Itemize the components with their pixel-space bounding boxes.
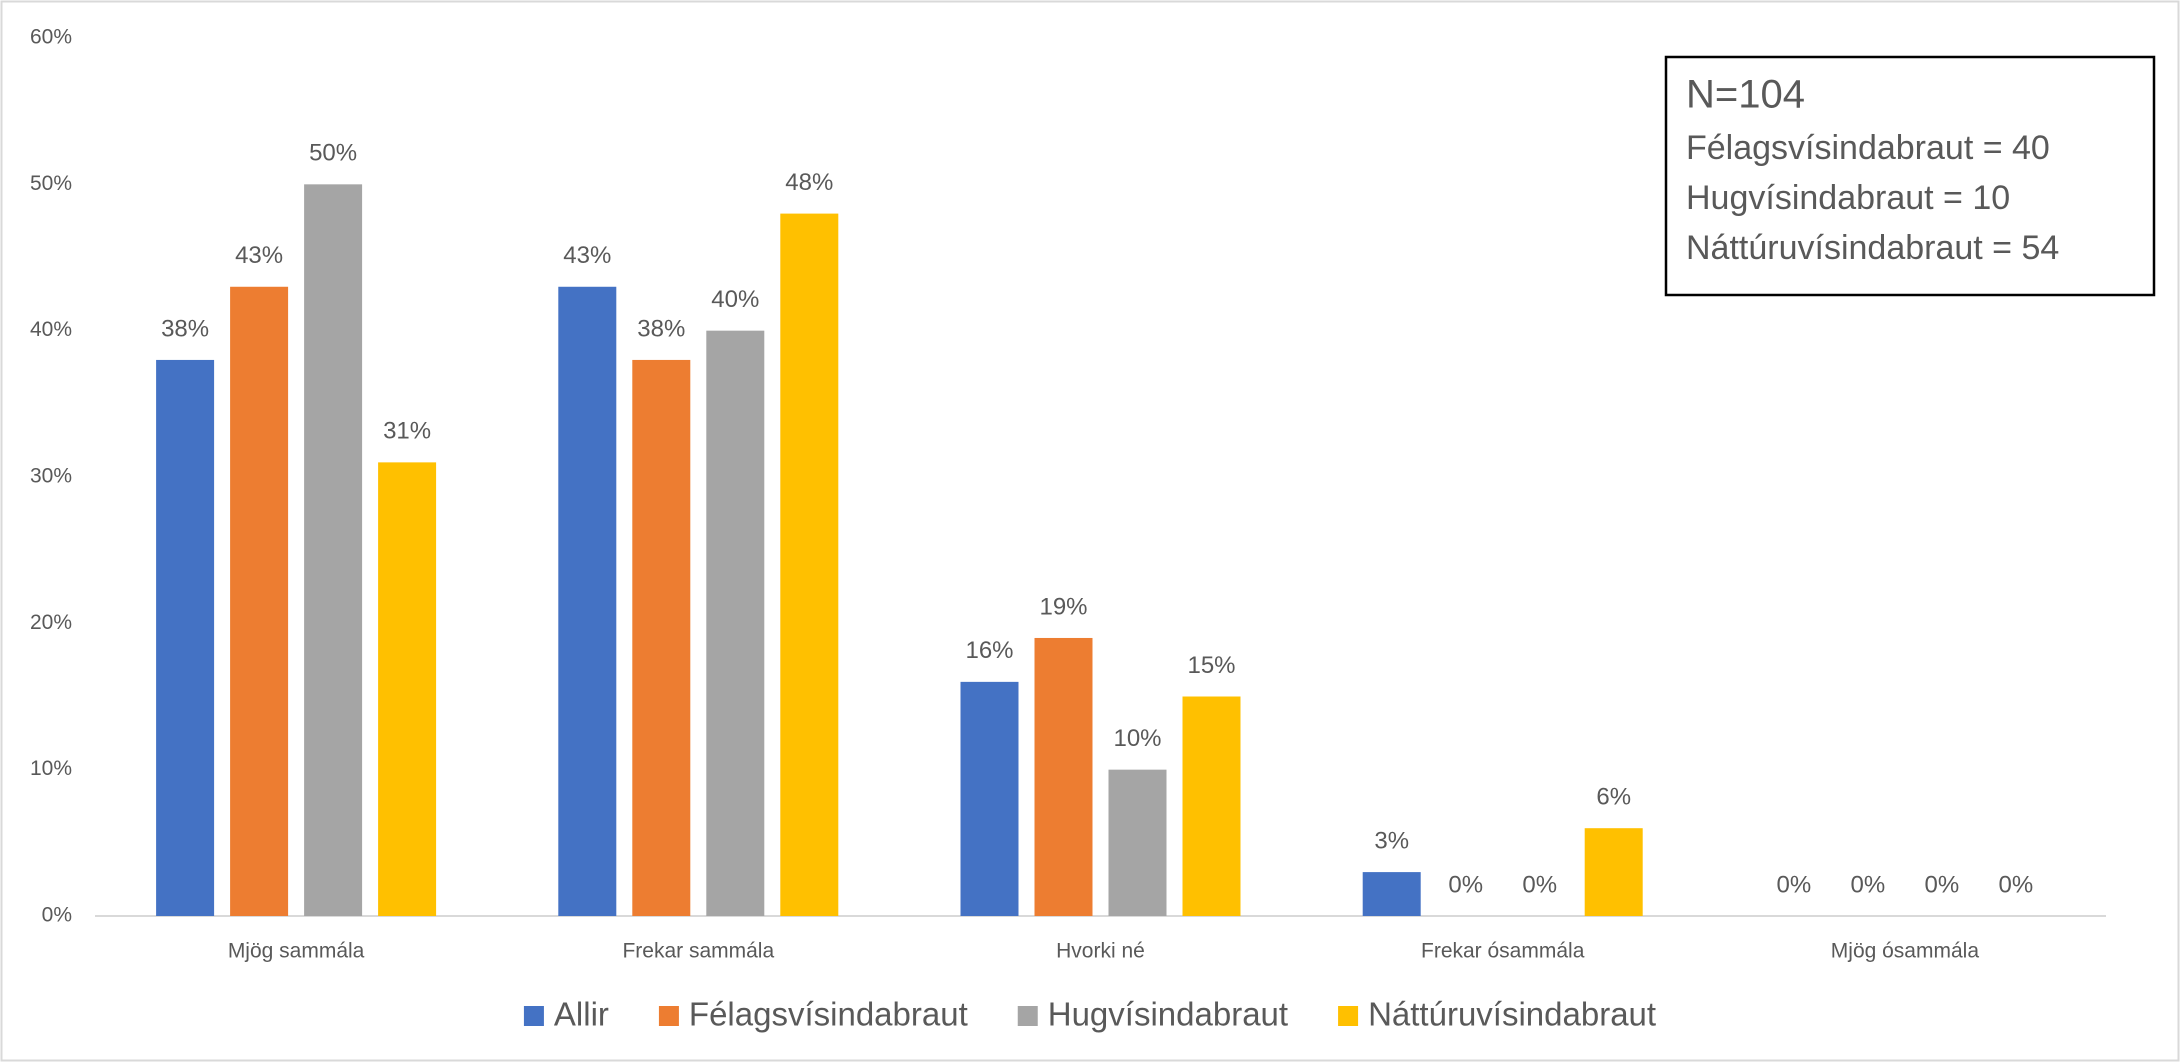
data-label: 10% <box>1113 725 1161 752</box>
bar <box>1034 637 1093 916</box>
annotation-box <box>1664 55 2156 297</box>
bar <box>1182 696 1241 916</box>
data-label: 38% <box>161 315 209 342</box>
data-label: 0% <box>1448 871 1483 898</box>
y-tick-label: 10% <box>30 757 72 780</box>
bar <box>780 213 839 917</box>
x-tick-label: Frekar sammála <box>622 940 774 963</box>
y-tick-label: 20% <box>30 611 72 634</box>
bar <box>960 681 1019 916</box>
annotation: Félagsvísindabraut = 40 <box>1686 129 2050 167</box>
bar <box>156 359 215 916</box>
bar <box>558 286 617 916</box>
annotation: N=104 <box>1686 73 1805 117</box>
x-tick-label: Frekar ósammála <box>1421 940 1585 963</box>
bar <box>304 184 363 917</box>
y-tick-label: 60% <box>30 26 72 49</box>
bar <box>706 330 765 917</box>
x-tick-label: Hvorki né <box>1056 940 1145 963</box>
data-label: 40% <box>711 286 759 313</box>
x-tick-label: Mjög ósammála <box>1831 940 1980 963</box>
y-tick-label: 30% <box>30 465 72 488</box>
x-tick-label: Mjög sammála <box>228 940 365 963</box>
data-label: 0% <box>1851 871 1886 898</box>
legend-label: Náttúruvísindabraut <box>1368 996 1656 1033</box>
data-label: 6% <box>1596 784 1631 811</box>
data-label: 0% <box>1522 871 1557 898</box>
bar <box>378 462 437 916</box>
data-label: 43% <box>235 242 283 269</box>
annotation: Náttúruvísindabraut = 54 <box>1686 229 2059 267</box>
legend-label: Hugvísindabraut <box>1048 996 1288 1033</box>
data-label: 43% <box>563 242 611 269</box>
y-tick-label: 0% <box>42 904 72 927</box>
bar <box>1584 828 1643 916</box>
legend-swatch <box>1338 1006 1359 1026</box>
legend-swatch <box>1017 1006 1038 1026</box>
y-tick-label: 50% <box>30 172 72 195</box>
bar <box>632 359 691 916</box>
legend-swatch <box>658 1006 679 1026</box>
data-label: 38% <box>637 315 685 342</box>
annotation: Hugvísindabraut = 10 <box>1686 179 2010 217</box>
bar <box>1362 872 1421 916</box>
legend-label: Félagsvísindabraut <box>689 996 968 1033</box>
data-label: 0% <box>1999 871 2034 898</box>
data-label: 50% <box>309 140 357 167</box>
data-label: 31% <box>383 418 431 445</box>
data-label: 0% <box>1777 871 1812 898</box>
bar <box>1108 769 1167 916</box>
data-label: 0% <box>1925 871 1960 898</box>
legend-swatch <box>523 1006 544 1026</box>
data-label: 48% <box>785 169 833 196</box>
legend-label: Allir <box>554 996 609 1033</box>
data-label: 15% <box>1187 652 1235 679</box>
bar <box>230 286 289 916</box>
data-label: 19% <box>1039 593 1087 620</box>
data-label: 16% <box>965 637 1013 664</box>
data-label: 3% <box>1374 827 1409 854</box>
y-tick-label: 40% <box>30 318 72 341</box>
